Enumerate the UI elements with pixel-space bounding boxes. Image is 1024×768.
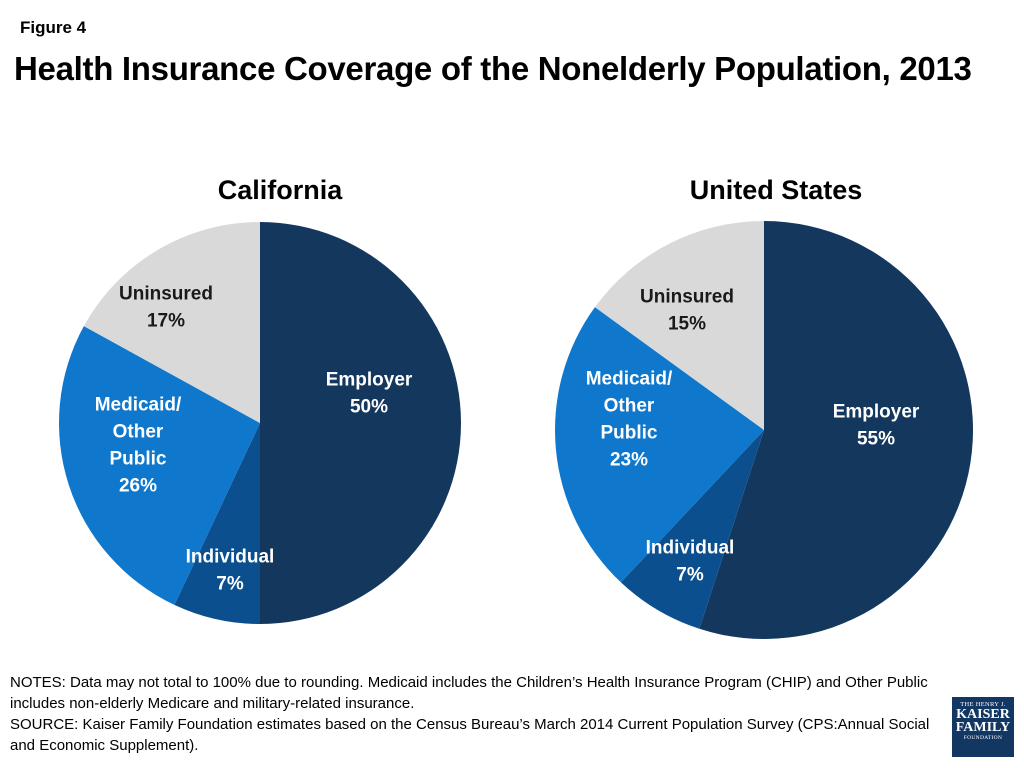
slice-label-individual: Individual 7% — [646, 538, 735, 586]
notes-block: NOTES: Data may not total to 100% due to… — [10, 672, 930, 756]
pie-slice-medicaid-other-public — [555, 307, 764, 583]
slice-label-individual: Individual 7% — [186, 547, 275, 595]
logo-line-2: KAISER — [956, 707, 1010, 722]
logo-line-3: FAMILY — [955, 720, 1011, 735]
slice-label-uninsured: Uninsured 15% — [640, 287, 734, 335]
pie-slice-individual — [620, 430, 764, 629]
pie-slice-medicaid-other-public — [58, 326, 261, 605]
slice-label-employer: Employer 55% — [833, 402, 920, 450]
logo-line-4: FOUNDATION — [963, 735, 1003, 741]
slice-label-medicaid-other-public: Medicaid/Other Public 26% — [95, 395, 182, 497]
pie-slice-individual — [174, 423, 260, 624]
pie-slice-employer — [260, 222, 461, 624]
page-title: Health Insurance Coverage of the Nonelde… — [14, 50, 972, 87]
pie-slice-uninsured — [83, 222, 260, 423]
pie-slice-uninsured — [594, 221, 764, 430]
source-text: SOURCE: Kaiser Family Foundation estimat… — [10, 716, 930, 754]
pie-chart-united-states: Employer 55% Individual 7% Medicaid/Other Pub… — [555, 221, 974, 639]
slice-label-employer: Employer 50% — [326, 370, 413, 418]
figure-label: Figure 4 — [20, 18, 87, 37]
slice-label-uninsured: Uninsured 17% — [119, 284, 213, 332]
pie-slice-employer — [699, 221, 974, 639]
chart-title-california: California — [217, 175, 343, 205]
logo-line-1: THE HENRY J. — [960, 701, 1006, 708]
pie-chart-california: Employer 50% Individual 7% Medicaid/Other Pub… — [58, 222, 461, 624]
notes-text: NOTES: Data may not total to 100% due to… — [10, 674, 928, 712]
kff-logo: THE HENRY J. KAISER FAMILY FOUNDATION — [952, 697, 1014, 757]
chart-title-united-states: United States — [689, 175, 863, 205]
slice-label-medicaid-other-public: Medicaid/Other Public 23% — [586, 369, 673, 471]
